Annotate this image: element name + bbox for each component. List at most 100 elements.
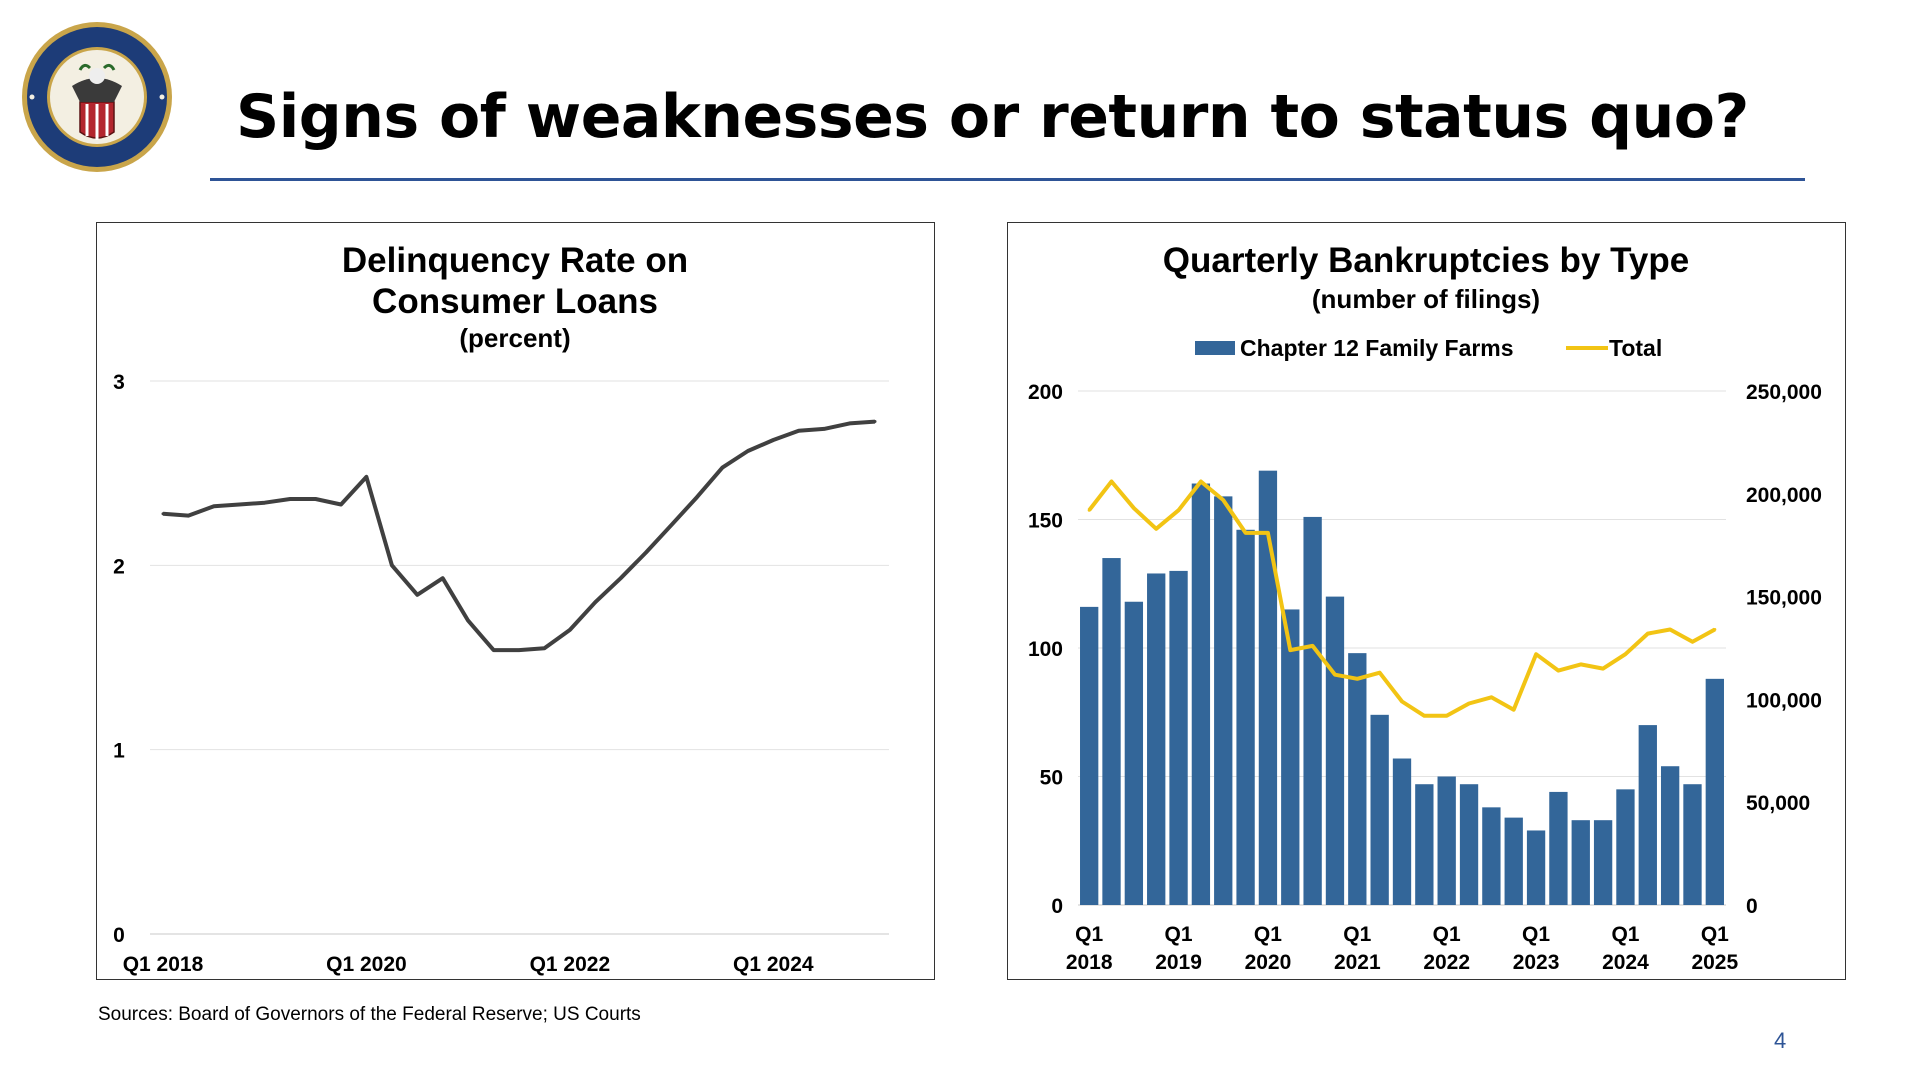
title-divider: [210, 178, 1805, 181]
line-point: [390, 563, 394, 567]
total-line-point: [1288, 648, 1292, 652]
bar-chapter12: [1616, 789, 1635, 905]
slide-title: Signs of weaknesses or return to status …: [236, 82, 1749, 152]
x-tick-label: Q1 2024: [733, 953, 814, 976]
x-tick-label: Q1 2018: [123, 953, 204, 976]
bar-chapter12: [1214, 496, 1233, 905]
line-point: [237, 503, 241, 507]
bar-chapter12: [1415, 784, 1434, 905]
bar-chapter12: [1370, 714, 1389, 905]
bar-chapter12: [1392, 758, 1412, 905]
x-tick-label-q: Q1: [1075, 923, 1103, 946]
total-line-point: [1311, 644, 1315, 648]
line-point: [441, 576, 445, 580]
y-tick-label: 0: [1051, 895, 1063, 918]
total-line-point: [1467, 702, 1471, 706]
line-point: [619, 576, 623, 580]
y2-tick-label: 100,000: [1746, 689, 1822, 712]
line-point: [644, 550, 648, 554]
y-tick-label: 50: [1040, 767, 1063, 790]
y-tick-label: 150: [1028, 510, 1063, 533]
line-point: [492, 648, 496, 652]
line-point: [670, 523, 674, 527]
total-line-point: [1445, 714, 1449, 718]
line-point: [695, 495, 699, 499]
bar-chapter12: [1303, 516, 1322, 905]
delinquency-chart-panel: Delinquency Rate on Consumer Loans (perc…: [96, 222, 935, 980]
x-tick-label: Q1 2022: [530, 953, 611, 976]
line-point: [797, 429, 801, 433]
line-point: [263, 501, 267, 505]
line-point: [517, 648, 521, 652]
line-point: [161, 512, 165, 516]
chart-title: Delinquency Rate on: [342, 241, 688, 280]
line-point: [822, 427, 826, 431]
x-tick-label-q: Q1: [1254, 923, 1282, 946]
line-point: [720, 466, 724, 470]
delinquency-line: [162, 419, 876, 653]
line-point: [339, 503, 343, 507]
bar-chapter12: [1102, 558, 1121, 905]
line-point: [466, 619, 470, 623]
bar-chapter12: [1325, 596, 1345, 905]
legend-label-chapter12: Chapter 12 Family Farms: [1240, 335, 1514, 361]
line-point: [542, 646, 546, 650]
y-tick-label: 0: [113, 924, 125, 947]
bar-chapter12: [1660, 766, 1680, 905]
bar-chapter12: [1459, 784, 1479, 905]
legend-swatch-bar: [1195, 341, 1235, 355]
sources-note: Sources: Board of Governors of the Feder…: [98, 1004, 641, 1025]
line-point: [186, 514, 190, 518]
y-tick-label: 1: [113, 740, 125, 763]
chart-subtitle: (percent): [459, 323, 570, 353]
bar-chapter12: [1705, 678, 1724, 905]
total-line-point: [1646, 632, 1650, 636]
bar-chapter12: [1147, 573, 1166, 905]
chart-subtitle: (number of filings): [1312, 284, 1540, 314]
bar-chapter12: [1191, 483, 1211, 905]
bar-chapter12: [1236, 529, 1255, 905]
y2-tick-label: 200,000: [1746, 484, 1822, 507]
total-line-point: [1132, 506, 1136, 510]
bar-chapter12: [1638, 725, 1657, 905]
total-line-point: [1534, 652, 1538, 656]
seal-icon: [22, 22, 172, 172]
bar-chapter12: [1169, 570, 1188, 905]
y-tick-label: 3: [113, 371, 125, 394]
bar-chapter12: [1348, 653, 1367, 905]
y-tick-label: 200: [1028, 381, 1063, 404]
y-tick-label: 2: [113, 555, 125, 578]
bar-chapter12: [1281, 609, 1300, 905]
x-tick-label-year: 2021: [1334, 951, 1381, 974]
bankruptcies-chart: Quarterly Bankruptcies by Type (number o…: [1028, 241, 1822, 974]
chart-title-line2: Consumer Loans: [372, 282, 658, 321]
legend-label-total: Total: [1609, 335, 1662, 361]
line-point: [568, 628, 572, 632]
y2-tick-label: 50,000: [1746, 792, 1810, 815]
x-tick-label-q: Q1: [1522, 923, 1550, 946]
delinquency-chart: Delinquency Rate on Consumer Loans (perc…: [113, 241, 889, 976]
total-line-point: [1333, 673, 1337, 677]
x-tick-label-year: 2020: [1245, 951, 1292, 974]
chart-title: Quarterly Bankruptcies by Type: [1163, 241, 1689, 280]
line-point: [771, 438, 775, 442]
bar-chapter12: [1124, 601, 1144, 905]
total-line-point: [1579, 662, 1583, 666]
x-tick-label-year: 2024: [1602, 951, 1649, 974]
total-line-point: [1668, 627, 1672, 631]
total-line-point: [1087, 508, 1091, 512]
x-tick-label-year: 2025: [1691, 951, 1738, 974]
total-line-point: [1199, 479, 1203, 483]
total-line-point: [1690, 640, 1694, 644]
y2-tick-label: 0: [1746, 895, 1758, 918]
line-point: [593, 600, 597, 604]
total-line-point: [1266, 531, 1270, 535]
total-line-point: [1400, 699, 1404, 703]
line-point: [415, 593, 419, 597]
line-point: [746, 449, 750, 453]
x-tick-label-q: Q1: [1343, 923, 1371, 946]
total-line-point: [1355, 677, 1359, 681]
line-point: [873, 420, 877, 424]
x-tick-label-q: Q1: [1701, 923, 1729, 946]
line-point: [364, 475, 368, 479]
